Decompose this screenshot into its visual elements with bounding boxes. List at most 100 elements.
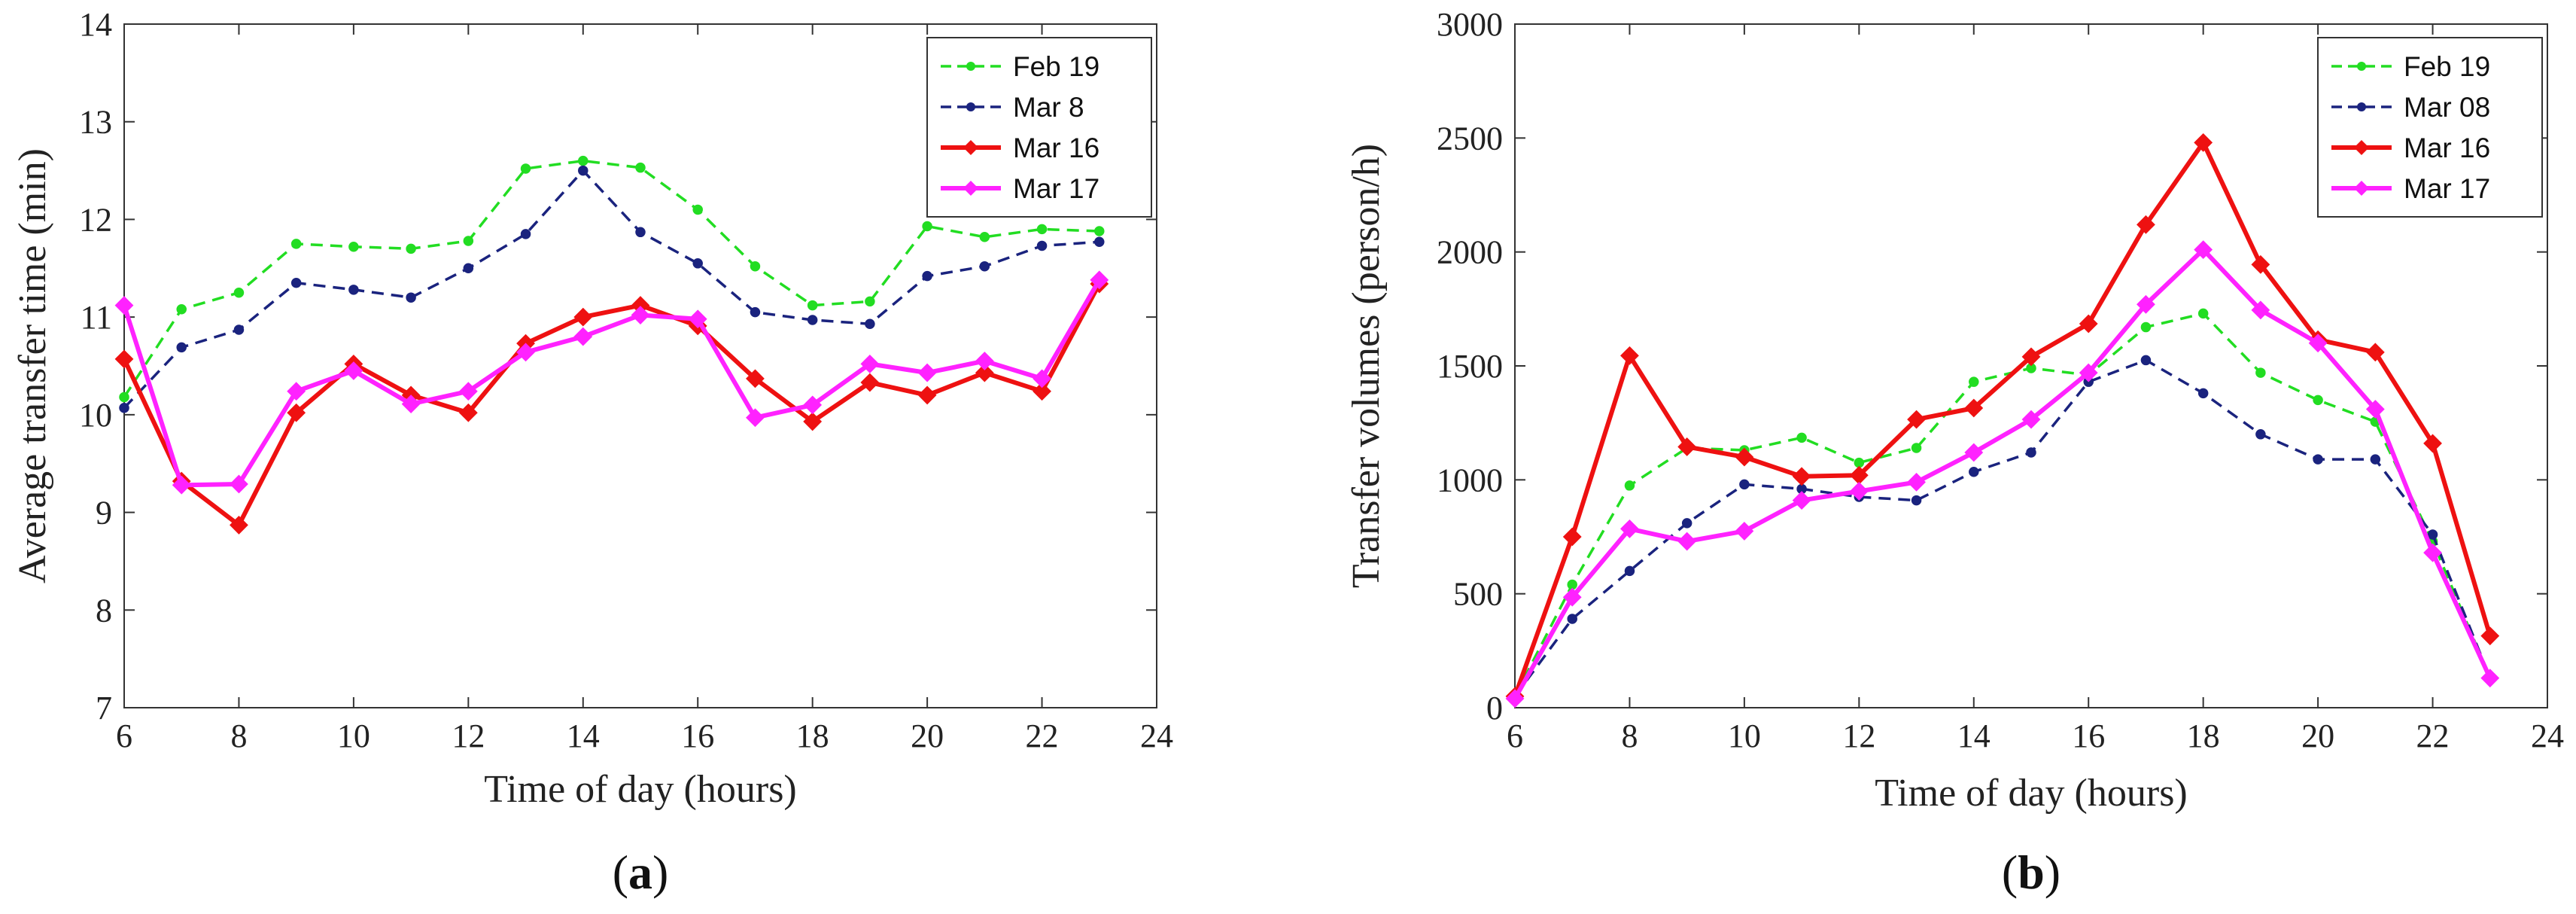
data-point: [233, 287, 245, 298]
series-line: [122, 279, 1102, 488]
legend-label: Mar 16: [2404, 133, 2490, 163]
data-point: [2026, 447, 2036, 458]
data-point: [230, 516, 248, 535]
x-tick-label: 20: [911, 717, 944, 754]
data-point: [463, 263, 474, 274]
x-tick-label: 12: [452, 717, 485, 754]
y-tick-label: 2000: [1437, 234, 1503, 271]
data-point: [2313, 395, 2323, 406]
data-point: [979, 260, 990, 272]
data-point: [2137, 215, 2155, 234]
x-tick-label: 14: [567, 717, 600, 754]
legend-label: Mar 17: [2404, 173, 2490, 204]
data-point: [917, 363, 937, 382]
data-point: [688, 309, 707, 329]
data-point: [1964, 443, 1984, 462]
data-point: [1033, 369, 1051, 388]
legend-label: Feb 19: [2404, 51, 2490, 82]
data-point: [1739, 479, 1750, 490]
y-tick-label: 500: [1453, 576, 1503, 613]
data-point: [458, 382, 478, 401]
data-point: [1911, 495, 1922, 506]
y-tick-label: 1000: [1437, 462, 1503, 498]
data-point: [2370, 454, 2381, 465]
x-tick-label: 12: [1842, 717, 1875, 754]
data-point: [631, 306, 650, 324]
data-point: [1907, 410, 1926, 429]
legend-item: Mar 17: [941, 173, 1099, 204]
x-tick-label: 6: [116, 717, 132, 754]
data-point: [750, 306, 761, 318]
data-point: [463, 236, 474, 246]
data-point: [1849, 482, 1869, 501]
data-point: [1964, 398, 1984, 418]
legend-label: Mar 08: [2404, 92, 2490, 123]
data-point: [2079, 314, 2098, 334]
legend-item: Mar 16: [2331, 133, 2490, 163]
y-tick-label: 13: [79, 104, 112, 141]
legend-label: Mar 16: [1013, 133, 1099, 163]
data-point: [573, 327, 593, 346]
y-tick-label: 11: [81, 299, 112, 336]
y-axis-title: Transfer volumes (person/h): [1345, 144, 1388, 588]
data-point: [2427, 529, 2438, 540]
chart-panel-a: 6 8 10 12 14 16 18 20 22 24 7 8 9 10 11 12 13 14 Time of d…: [11, 6, 1173, 899]
y-tick-label: 14: [79, 6, 112, 43]
data-point: [922, 270, 932, 282]
data-point: [1562, 587, 1582, 607]
y-tick-label: 0: [1486, 690, 1503, 727]
data-point: [119, 391, 129, 403]
x-tick-label: 8: [230, 717, 247, 754]
y-tick-label: 12: [79, 201, 112, 238]
series-line: [1513, 140, 2492, 697]
data-point: [635, 227, 646, 238]
data-point: [1567, 579, 1577, 590]
data-point: [1907, 472, 1926, 492]
data-point: [287, 403, 306, 422]
y-tick-label: 7: [96, 690, 112, 727]
x-axis-title: Time of day (hours): [484, 768, 797, 811]
data-point: [2255, 429, 2266, 440]
data-point: [975, 363, 994, 382]
series-line: [122, 282, 1102, 528]
legend-label: Feb 19: [1013, 51, 1099, 82]
data-point: [176, 304, 187, 315]
data-point: [1624, 565, 1635, 577]
x-tick-label: 18: [796, 717, 829, 754]
x-tick-label: 24: [2531, 717, 2564, 754]
legend-item: Mar 8: [941, 92, 1084, 123]
series-line: [123, 159, 1099, 398]
data-point: [1036, 224, 1048, 235]
series-mar-8: [119, 165, 1105, 413]
data-point: [917, 385, 937, 405]
legend-item: Mar 16: [941, 133, 1099, 163]
data-point: [2140, 355, 2152, 366]
data-point: [860, 354, 880, 373]
data-point: [746, 369, 765, 388]
legend: Feb 19 Mar 8 Mar 16 Mar 17: [926, 37, 1152, 218]
data-point: [1620, 346, 1639, 365]
data-point: [344, 361, 363, 380]
y-tick-label: 2500: [1437, 120, 1503, 157]
x-tick-label: 22: [1026, 717, 1059, 754]
panel-label: (b): [2002, 845, 2060, 899]
y-tick-label: 1500: [1437, 348, 1503, 385]
legend-item: Feb 19: [2331, 51, 2490, 82]
data-point: [692, 204, 703, 215]
data-point: [1624, 480, 1635, 491]
data-point: [635, 162, 646, 173]
data-point: [2423, 543, 2442, 562]
x-tick-label: 10: [337, 717, 370, 754]
data-point: [1854, 457, 1865, 468]
series-feb-19: [119, 155, 1105, 403]
data-point: [1681, 518, 1692, 529]
x-tick-label: 22: [2416, 717, 2450, 754]
data-point: [2365, 400, 2385, 419]
data-point: [1562, 527, 1582, 547]
legend-marker: [966, 62, 975, 71]
data-point: [2365, 343, 2385, 362]
legend: Feb 19 Mar 08 Mar 16 Mar 17: [2317, 37, 2543, 218]
data-point: [865, 296, 875, 307]
data-point: [860, 373, 880, 392]
data-point: [233, 324, 245, 335]
